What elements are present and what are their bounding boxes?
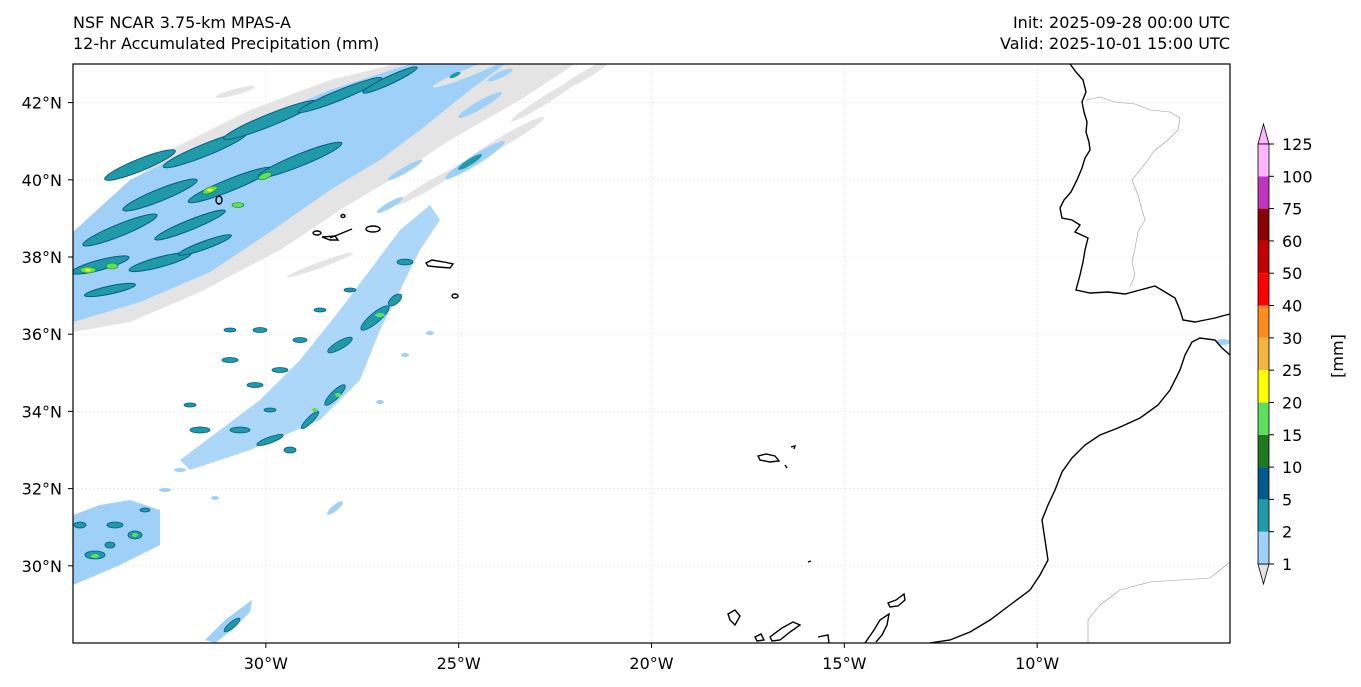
lon-tick-label: 10°W [1015, 654, 1059, 673]
canary-la-gomera [754, 633, 766, 642]
colorbar-tick-label: 25 [1282, 361, 1302, 380]
colorbar-segment [1258, 402, 1269, 435]
selvagens [807, 560, 812, 563]
iberia-coast [1059, 64, 1230, 323]
lat-tick-label: 32°N [22, 480, 62, 499]
colorbar-tick-label: 30 [1282, 329, 1302, 348]
init-time: Init: 2025-09-28 00:00 UTC [1012, 13, 1230, 32]
africa-coast [929, 337, 1230, 643]
colorbar-tick-label: 5 [1282, 490, 1292, 509]
colorbar-label: [mm] [1328, 334, 1347, 378]
colorbar-extend-min [1257, 563, 1270, 586]
colorbar-segment [1258, 176, 1269, 209]
lon-tick-label: 20°W [629, 654, 673, 673]
precip-gibraltar [1216, 339, 1230, 345]
lat-tick-label: 42°N [22, 94, 62, 113]
azores-corvo-flores [215, 195, 223, 205]
lon-tick-label: 25°W [437, 654, 481, 673]
precip-streaks-north [215, 64, 612, 278]
colorbar-tick-label: 15 [1282, 426, 1302, 445]
valid-time: Valid: 2025-10-01 15:00 UTC [999, 34, 1230, 53]
precipitation-field [73, 64, 1230, 643]
latitude-axis: 42°N 40°N 38°N 36°N 34°N 32°N 30°N [22, 94, 73, 576]
lat-tick-label: 36°N [22, 325, 62, 344]
colorbar-tick-label: 125 [1282, 135, 1313, 154]
colorbar-segment [1258, 531, 1269, 564]
canary-lanzarote [887, 592, 906, 608]
colorbar-segment [1258, 434, 1269, 468]
borders [1085, 96, 1230, 643]
precip-band-northwest [73, 64, 575, 332]
colorbar-segment [1258, 273, 1269, 306]
colorbar-frame [1257, 143, 1270, 565]
colorbar-extend-max [1257, 122, 1270, 145]
precip-cluster-southwest [159, 205, 440, 515]
field-title: 12-hr Accumulated Precipitation (mm) [73, 34, 380, 53]
colorbar-tick-label: 1 [1282, 555, 1292, 574]
colorbar-tick-label: 20 [1282, 393, 1302, 412]
colorbar-segment [1258, 240, 1269, 274]
lat-tick-label: 34°N [22, 402, 62, 421]
colorbar-segment [1258, 370, 1269, 403]
model-title: NSF NCAR 3.75-km MPAS-A [73, 13, 291, 32]
azores-sao-jorge [329, 228, 353, 239]
lat-tick-label: 40°N [22, 171, 62, 190]
longitude-axis: 30°W 25°W 20°W 15°W 10°W [244, 643, 1059, 673]
colorbar-segment [1258, 144, 1269, 177]
azores-terceira [365, 225, 381, 233]
precip-cluster-far-southwest [73, 500, 252, 643]
colorbar-tick-label: 75 [1282, 200, 1302, 219]
portugal-spain-border [1085, 96, 1181, 288]
lat-tick-label: 30°N [22, 557, 62, 576]
islands [215, 195, 906, 643]
azores-graciosa [340, 213, 346, 219]
azores-santa-maria [451, 293, 459, 299]
colorbar-segment [1258, 305, 1269, 338]
porto-santo [790, 445, 797, 450]
lon-tick-label: 30°W [244, 654, 288, 673]
madeira [756, 453, 781, 463]
lat-tick-label: 38°N [22, 248, 62, 267]
azores-faial [312, 230, 322, 236]
canary-gran-canaria [817, 634, 830, 643]
canary-la-palma [727, 609, 741, 627]
canary-fuerteventura [864, 612, 890, 643]
lon-tick-label: 15°W [822, 654, 866, 673]
canary-tenerife [769, 621, 802, 642]
colorbar-segment [1258, 208, 1269, 241]
colorbar-segment [1258, 337, 1269, 371]
colorbar-tick-label: 100 [1282, 167, 1313, 186]
morocco-border [1087, 561, 1230, 643]
coastlines [929, 64, 1230, 643]
azores-sao-miguel [424, 259, 455, 269]
colorbar-tick-label: 2 [1282, 523, 1292, 542]
colorbar-tick-label: 40 [1282, 297, 1302, 316]
title-left: NSF NCAR 3.75-km MPAS-A 12-hr Accumulate… [73, 12, 379, 54]
colorbar-segment [1258, 467, 1269, 500]
colorbar-tick-label: 10 [1282, 458, 1302, 477]
colorbar-tick-label: 50 [1282, 264, 1302, 283]
azores-pico [321, 235, 340, 241]
desertas [784, 464, 788, 469]
colorbar-segment [1258, 499, 1269, 532]
colorbar-tick-label: 60 [1282, 232, 1302, 251]
title-right: Init: 2025-09-28 00:00 UTC Valid: 2025-1… [1000, 12, 1230, 54]
